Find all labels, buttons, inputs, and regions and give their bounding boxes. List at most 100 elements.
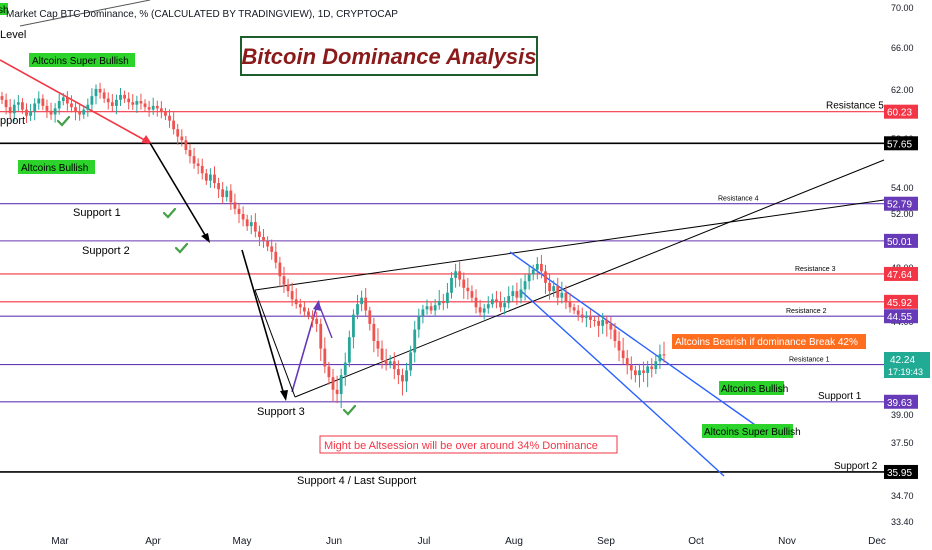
candle-body (523, 281, 527, 290)
price-badge-label: 35.95 (887, 468, 912, 479)
candle-body (638, 370, 641, 376)
arrow-line-red (0, 59, 151, 144)
altseason-note: Might be Altsession will be over around … (319, 435, 618, 454)
candle-body (568, 302, 572, 308)
candle-body (0, 96, 4, 100)
x-axis-ticks: Mar Apr May Jun Jul Aug Sep Oct Nov Dec (51, 536, 886, 547)
candle-body (597, 320, 601, 326)
candle-body (654, 361, 658, 370)
check-icon (162, 207, 177, 219)
x-tick-label: Jun (326, 536, 342, 547)
candle-body (601, 319, 605, 326)
candle-body (262, 236, 265, 241)
arrow-head-black-1 (201, 233, 210, 243)
candle-body (155, 105, 159, 109)
y-tick-label: 66.00 (891, 43, 914, 53)
svg-text:Might be Altsession will be ov: Might be Altsession will be over around … (324, 440, 598, 452)
check-icon (174, 242, 189, 254)
x-tick-label: Oct (688, 536, 704, 547)
wedge-upper-line (254, 199, 885, 291)
current-price-value: 42.24 (890, 355, 915, 366)
candle-body (352, 314, 355, 338)
arrow-head-red (141, 135, 152, 144)
level-lines (0, 111, 884, 473)
candle-body (613, 329, 617, 341)
candle-body (388, 361, 392, 364)
level-name: Resistance 2 (786, 308, 827, 315)
candle-body (584, 315, 588, 318)
green-label-2: Altcoins Bullish (18, 160, 95, 174)
candle-body (331, 377, 335, 390)
price-badge (884, 266, 918, 281)
candle-body (384, 360, 388, 364)
candle-body (490, 299, 494, 305)
candle-body (625, 358, 629, 366)
candle-body (396, 369, 400, 376)
green-label-1: Altcoins Super Bullish (29, 53, 135, 67)
candle-body (106, 98, 110, 103)
candle-body (70, 103, 73, 108)
check-icons (56, 115, 357, 416)
candle-body (94, 88, 98, 97)
candle-body (401, 375, 404, 382)
candle-body (503, 303, 507, 308)
svg-text:Altcoins Bullish: Altcoins Bullish (21, 163, 88, 174)
channel-lower-line (519, 289, 725, 477)
candle-body (376, 341, 380, 349)
candle-body (90, 96, 94, 105)
candle-body (564, 292, 568, 303)
price-badge-label: 44.55 (887, 312, 912, 323)
price-badge-label: 60.23 (887, 108, 912, 119)
y-tick-label: 70.00 (891, 3, 914, 13)
y-tick-label: 52.00 (891, 209, 914, 219)
arrow-line-black-1 (149, 142, 209, 241)
x-tick-label: May (233, 536, 252, 547)
candle-body (527, 274, 531, 282)
candle-body (209, 174, 212, 181)
candle-body (482, 308, 486, 313)
candle-body (143, 103, 147, 108)
candle-body (405, 370, 408, 382)
candlestick-series (0, 82, 666, 409)
header-badge (0, 3, 8, 15)
x-tick-label: Apr (145, 536, 161, 547)
candle-body (466, 287, 470, 292)
level-name: Support 2 (834, 461, 878, 472)
arrow-line-black-2 (241, 249, 286, 399)
candle-body (127, 98, 131, 103)
candle-body (642, 370, 645, 373)
support-label-partial: pport (0, 115, 25, 127)
candle-body (556, 286, 560, 298)
x-tick-label: Mar (51, 536, 69, 547)
candle-body (25, 109, 28, 116)
candle-body (213, 174, 216, 184)
price-badge (884, 394, 918, 409)
arrow-head-black-2 (280, 390, 288, 401)
wedge-left-edge (254, 289, 296, 398)
y-tick-label: 39.00 (891, 410, 914, 420)
arrow-line-purple-2 (317, 301, 333, 339)
candle-body (98, 88, 102, 93)
candle-body (12, 104, 16, 114)
candle-body (151, 105, 155, 110)
candle-body (65, 97, 69, 104)
level-name: Resistance 1 (789, 357, 830, 364)
candle-body (421, 309, 425, 316)
candle-body (347, 337, 351, 363)
candle-body (159, 108, 163, 113)
candle-body (531, 269, 535, 275)
candle-body (364, 297, 368, 311)
candle-body (233, 202, 237, 209)
candle-body (241, 214, 245, 220)
candle-body (392, 361, 396, 370)
candle-body (593, 319, 596, 321)
candle-body (172, 120, 176, 130)
candle-body (188, 150, 192, 157)
svg-text:Altcoins Bearish if dominance: Altcoins Bearish if dominance Break 42% (675, 337, 858, 348)
candle-body (433, 305, 437, 311)
candle-body (552, 286, 556, 292)
header-badge-text: sh (0, 5, 9, 16)
candle-body (462, 279, 466, 288)
candle-body (450, 277, 453, 293)
